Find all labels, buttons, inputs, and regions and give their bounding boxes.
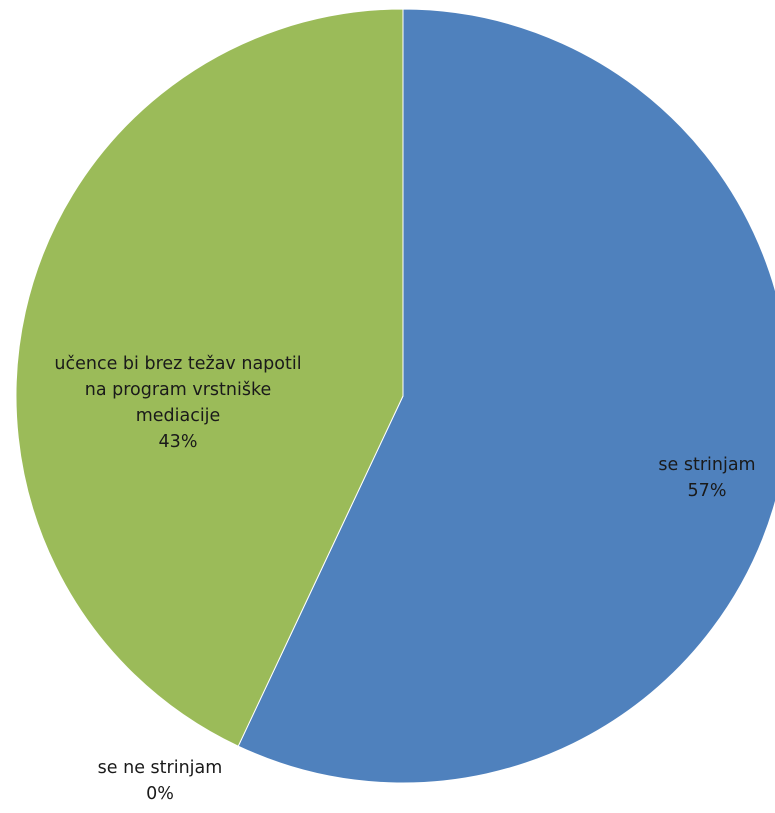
pie-slice-2 <box>15 8 404 747</box>
pie-slices <box>15 8 775 784</box>
data-label-category-line: na program vrstniške <box>85 380 272 400</box>
data-label-percent: 0% <box>146 784 174 804</box>
data-label-percent: 57% <box>688 481 727 501</box>
data-label-category-line: se strinjam <box>658 455 755 475</box>
data-label-2: učence bi brez težav napotil na program v… <box>54 354 301 452</box>
data-label-category-line: se ne strinjam <box>98 758 223 778</box>
data-label-0: se strinjam 57% <box>658 455 755 501</box>
pie-data-labels: se strinjam 57% se ne strinjam 0% učence bi … <box>54 354 755 804</box>
data-label-percent: 43% <box>159 432 198 452</box>
data-label-category-line: učence bi brez težav napotil <box>54 354 301 374</box>
data-label-1: se ne strinjam 0% <box>98 758 223 804</box>
pie-slice-0 <box>237 8 775 784</box>
data-label-category-line: mediacije <box>136 406 221 426</box>
